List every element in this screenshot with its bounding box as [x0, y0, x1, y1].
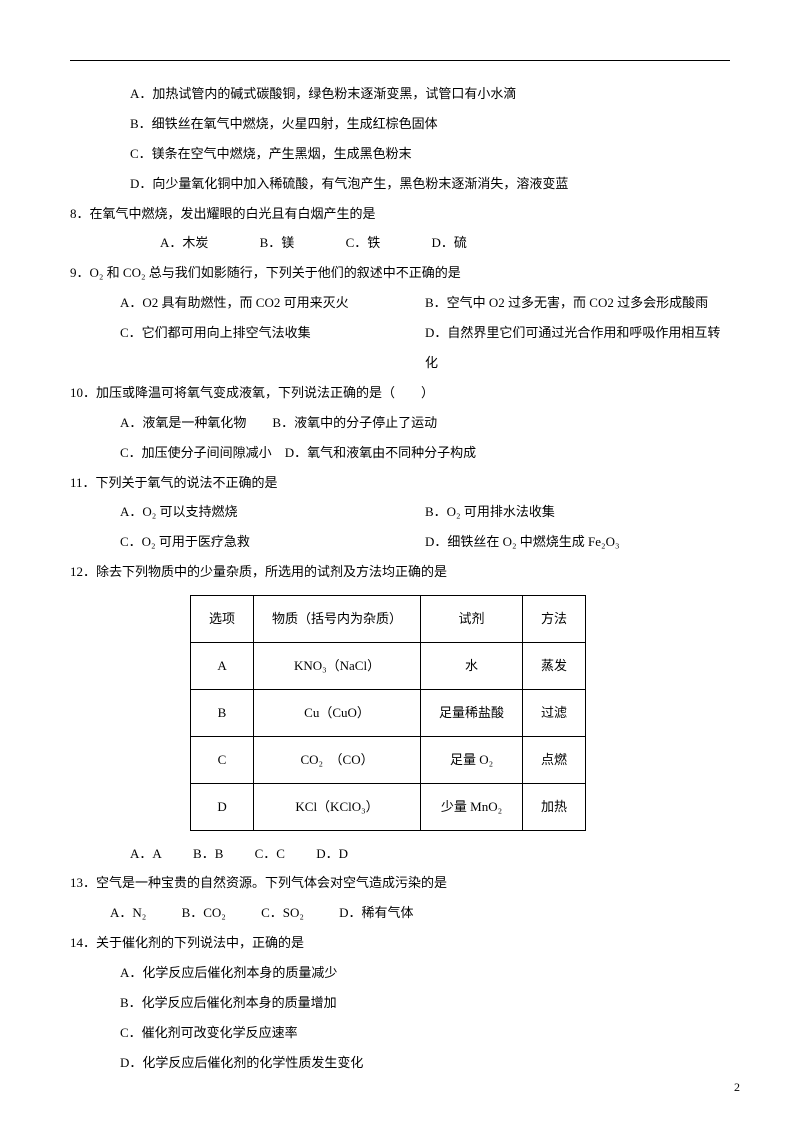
q12-ans-c: C．C — [255, 846, 285, 861]
q12-a3: 蒸发 — [523, 643, 586, 690]
q12-b2: 足量稀盐酸 — [421, 689, 523, 736]
q11-row1: A．O₂ 可以支持燃烧 B．O₂ 可用排水法收集 — [70, 497, 730, 527]
q12-c2: 足量 O₂ — [421, 736, 523, 783]
q10-row2: C．加压使分子间间隙减小 D．氧气和液氧由不同种分子构成 — [70, 438, 730, 468]
q7-option-c: C．镁条在空气中燃烧，产生黑烟，生成黑色粉末 — [70, 139, 730, 169]
q11-option-d: D．细铁丝在 O₂ 中燃烧生成 Fe₂O₃ — [425, 527, 730, 557]
q8-option-d: D．硫 — [431, 235, 466, 250]
q12-c0: C — [191, 736, 254, 783]
q9-option-d: D．自然界里它们可通过光合作用和呼吸作用相互转化 — [425, 318, 730, 378]
q9-row1: A．O2 具有助燃性，而 CO2 可用来灭火 B．空气中 O2 过多无害，而 C… — [70, 288, 730, 318]
q9-option-a: A．O2 具有助燃性，而 CO2 可用来灭火 — [120, 288, 425, 318]
q11-row2: C．O₂ 可用于医疗急救 D．细铁丝在 O₂ 中燃烧生成 Fe₂O₃ — [70, 527, 730, 557]
q10-option-d: D．氧气和液氧由不同种分子构成 — [285, 445, 476, 460]
q13-option-a: A．N₂ — [110, 905, 146, 920]
q10-row1: A．液氧是一种氧化物 B．液氧中的分子停止了运动 — [70, 408, 730, 438]
q8-option-c: C．铁 — [346, 235, 381, 250]
q10-option-b: B．液氧中的分子停止了运动 — [272, 415, 437, 430]
q12-h2: 试剂 — [421, 596, 523, 643]
q12-a1: KNO₃（NaCl） — [254, 643, 421, 690]
q11-option-a: A．O₂ 可以支持燃烧 — [120, 497, 425, 527]
q7-option-a: A．加热试管内的碱式碳酸铜，绿色粉末逐渐变黑，试管口有小水滴 — [70, 79, 730, 109]
q13-option-b: B．CO₂ — [182, 905, 226, 920]
q12-table: 选项 物质（括号内为杂质） 试剂 方法 A KNO₃（NaCl） 水 蒸发 B … — [190, 595, 586, 830]
q12-b3: 过滤 — [523, 689, 586, 736]
q12-d2: 少量 MnO₂ — [421, 783, 523, 830]
q9-row2: C．它们都可用向上排空气法收集 D．自然界里它们可通过光合作用和呼吸作用相互转化 — [70, 318, 730, 378]
q14-option-a: A．化学反应后催化剂本身的质量减少 — [70, 958, 730, 988]
q12-d1: KCl（KClO₃） — [254, 783, 421, 830]
q12-c1: CO₂ （CO） — [254, 736, 421, 783]
page-number: 2 — [734, 1074, 740, 1102]
q14-option-b: B．化学反应后催化剂本身的质量增加 — [70, 988, 730, 1018]
q13-option-d: D．稀有气体 — [339, 905, 413, 920]
q12-b1: Cu（CuO） — [254, 689, 421, 736]
q10-option-a: A．液氧是一种氧化物 — [120, 415, 246, 430]
q8-option-b: B．镁 — [260, 235, 295, 250]
q12-ans-a: A．A — [130, 846, 162, 861]
q13-options: A．N₂ B．CO₂ C．SO₂ D．稀有气体 — [70, 898, 730, 928]
q12-b0: B — [191, 689, 254, 736]
q10-stem: 10．加压或降温可将氧气变成液氧，下列说法正确的是（ ） — [70, 378, 730, 408]
q12-a0: A — [191, 643, 254, 690]
top-border — [70, 60, 730, 61]
q12-row-c: C CO₂ （CO） 足量 O₂ 点燃 — [191, 736, 586, 783]
q12-row-b: B Cu（CuO） 足量稀盐酸 过滤 — [191, 689, 586, 736]
q12-a2: 水 — [421, 643, 523, 690]
q12-h1: 物质（括号内为杂质） — [254, 596, 421, 643]
q13-option-c: C．SO₂ — [261, 905, 304, 920]
q12-ans-b: B．B — [193, 846, 223, 861]
q12-h3: 方法 — [523, 596, 586, 643]
q8-option-a: A．木炭 — [160, 235, 208, 250]
q8-options: A．木炭 B．镁 C．铁 D．硫 — [70, 228, 730, 258]
q12-c3: 点燃 — [523, 736, 586, 783]
q11-stem: 11．下列关于氧气的说法不正确的是 — [70, 468, 730, 498]
q14-option-c: C．催化剂可改变化学反应速率 — [70, 1018, 730, 1048]
q7-option-b: B．细铁丝在氧气中燃烧，火星四射，生成红棕色固体 — [70, 109, 730, 139]
q9-option-c: C．它们都可用向上排空气法收集 — [120, 318, 425, 378]
q14-option-d: D．化学反应后催化剂的化学性质发生变化 — [70, 1048, 730, 1078]
q9-stem: 9．O₂ 和 CO₂ 总与我们如影随行，下列关于他们的叙述中不正确的是 — [70, 258, 730, 288]
q12-h0: 选项 — [191, 596, 254, 643]
q11-option-b: B．O₂ 可用排水法收集 — [425, 497, 730, 527]
q12-row-d: D KCl（KClO₃） 少量 MnO₂ 加热 — [191, 783, 586, 830]
q12-header-row: 选项 物质（括号内为杂质） 试剂 方法 — [191, 596, 586, 643]
q12-d0: D — [191, 783, 254, 830]
q11-option-c: C．O₂ 可用于医疗急救 — [120, 527, 425, 557]
q14-stem: 14．关于催化剂的下列说法中，正确的是 — [70, 928, 730, 958]
q12-ans-d: D．D — [316, 846, 348, 861]
q8-stem: 8．在氧气中燃烧，发出耀眼的白光且有白烟产生的是 — [70, 199, 730, 229]
q13-stem: 13．空气是一种宝贵的自然资源。下列气体会对空气造成污染的是 — [70, 868, 730, 898]
q12-stem: 12．除去下列物质中的少量杂质，所选用的试剂及方法均正确的是 — [70, 557, 730, 587]
q7-option-d: D．向少量氧化铜中加入稀硫酸，有气泡产生，黑色粉末逐渐消失，溶液变蓝 — [70, 169, 730, 199]
q10-option-c: C．加压使分子间间隙减小 — [120, 445, 272, 460]
q12-row-a: A KNO₃（NaCl） 水 蒸发 — [191, 643, 586, 690]
q12-d3: 加热 — [523, 783, 586, 830]
q12-answers: A．A B．B C．C D．D — [70, 839, 730, 869]
q9-option-b: B．空气中 O2 过多无害，而 CO2 过多会形成酸雨 — [425, 288, 730, 318]
